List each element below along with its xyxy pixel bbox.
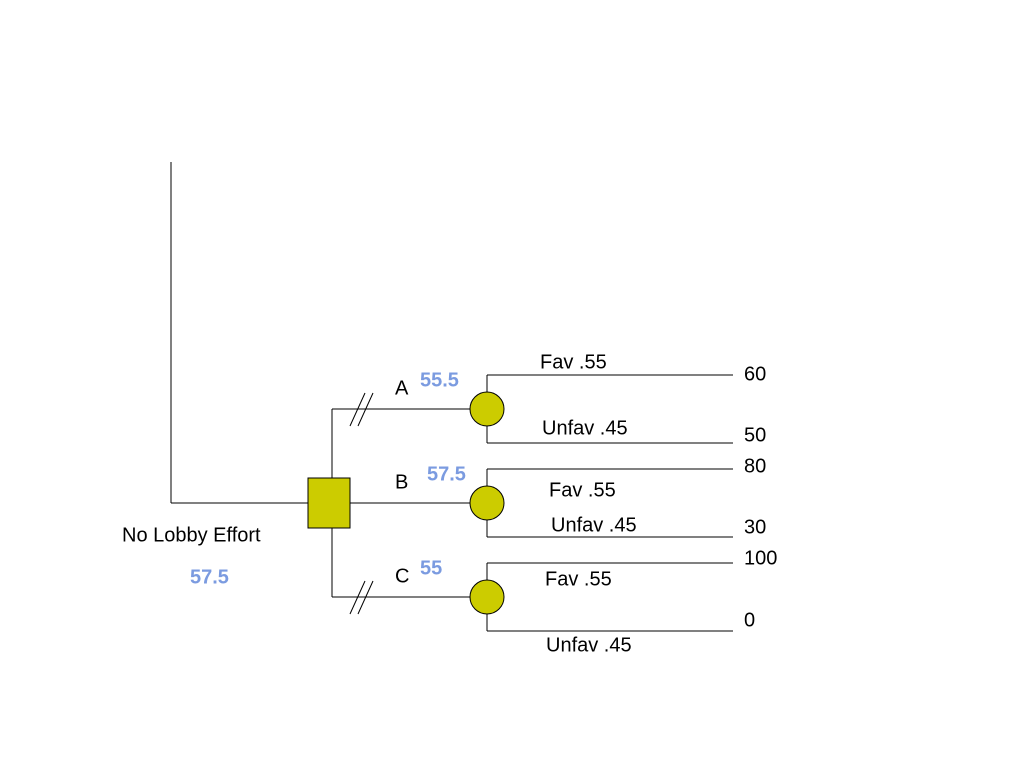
chance-node bbox=[469, 391, 505, 427]
outcome-label: Fav .55 bbox=[549, 479, 616, 501]
chance-node bbox=[469, 579, 505, 615]
prune-mark bbox=[357, 392, 374, 427]
prune-mark bbox=[349, 392, 366, 427]
prune-mark bbox=[357, 580, 374, 615]
outcome-label: Unfav .45 bbox=[546, 634, 632, 656]
branch-value: 55.5 bbox=[420, 369, 459, 391]
prune-mark bbox=[349, 580, 366, 615]
outcome-label: Unfav .45 bbox=[542, 417, 628, 439]
decision-node bbox=[307, 477, 351, 529]
branch-value: 57.5 bbox=[427, 463, 466, 485]
branch-label: A bbox=[395, 377, 409, 399]
outcome-label: Fav .55 bbox=[545, 568, 612, 590]
payoff: 100 bbox=[744, 547, 777, 569]
outcome-label: Unfav .45 bbox=[551, 514, 637, 536]
root-label: No Lobby Effort bbox=[122, 524, 261, 546]
branches: A 55.5 Fav .55 60 Unfav .45 50 B 57.5 Fav .55 80 U… bbox=[395, 351, 777, 656]
branch-label: C bbox=[395, 565, 409, 587]
payoff: 0 bbox=[744, 609, 755, 631]
payoff: 60 bbox=[744, 363, 766, 385]
payoff: 30 bbox=[744, 516, 766, 538]
branch-label: B bbox=[395, 471, 408, 493]
root-value: 57.5 bbox=[190, 566, 229, 588]
chance-node bbox=[469, 485, 505, 521]
outcome-label: Fav .55 bbox=[540, 351, 607, 373]
payoff: 50 bbox=[744, 424, 766, 446]
branch-value: 55 bbox=[420, 557, 442, 579]
payoff: 80 bbox=[744, 455, 766, 477]
